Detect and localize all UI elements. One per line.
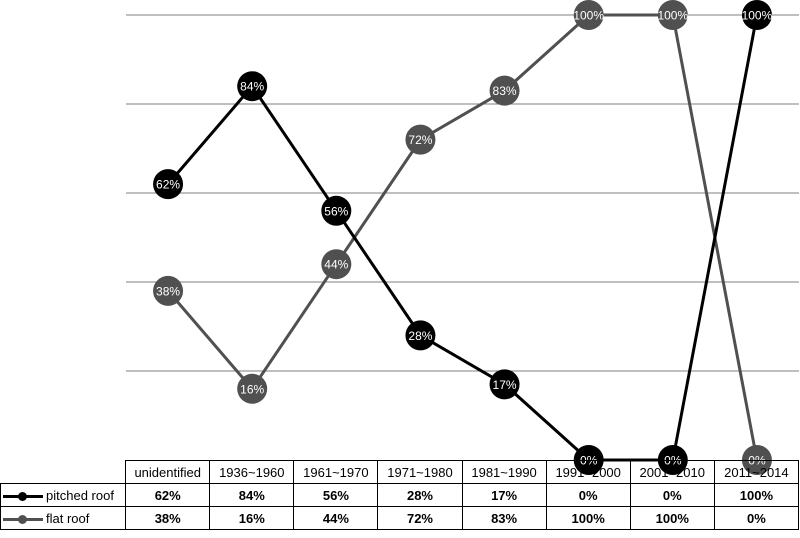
table-row-pitched-roof: pitched roof 62% 84% 56% 28% 17% 0% 0% 1… — [0, 483, 800, 507]
table-cell: 0% — [713, 506, 800, 530]
table-cell: 44% — [293, 506, 379, 530]
category-label: 1971~1980 — [377, 460, 463, 484]
table-corner — [1, 461, 126, 484]
table-cell: 16% — [209, 506, 295, 530]
category-label: 1961~1970 — [293, 460, 379, 484]
data-label: 38% — [156, 284, 180, 298]
table-header-row: unidentified 1936~1960 1961~1970 1971~19… — [1, 460, 800, 484]
table-cell: 0% — [629, 483, 715, 507]
data-label: 83% — [493, 84, 517, 98]
table-cell: 62% — [125, 483, 211, 507]
data-label: 72% — [408, 133, 432, 147]
data-point — [657, 0, 688, 30]
table-cell: 56% — [293, 483, 379, 507]
data-point — [153, 275, 184, 306]
data-point — [321, 249, 352, 280]
legend-entry-flat-roof: flat roof — [0, 506, 127, 530]
data-label: 100% — [657, 9, 688, 23]
data-point — [489, 75, 520, 106]
data-point — [741, 0, 772, 30]
data-label: 17% — [493, 378, 517, 392]
data-point — [237, 71, 268, 102]
data-point — [153, 169, 184, 200]
table-cell: 72% — [377, 506, 463, 530]
data-label: 100% — [573, 9, 604, 23]
category-label: unidentified — [125, 460, 211, 484]
table-cell: 17% — [461, 483, 547, 507]
table-cell: 38% — [125, 506, 211, 530]
legend-marker-pitched-roof — [3, 491, 43, 501]
data-label: 62% — [156, 178, 180, 192]
table-cell: 0% — [545, 483, 631, 507]
data-table: unidentified 1936~1960 1961~1970 1971~19… — [0, 460, 800, 530]
legend-label: flat roof — [46, 510, 90, 526]
data-point — [237, 373, 268, 404]
data-point — [573, 0, 604, 30]
table-cell: 100% — [629, 506, 715, 530]
category-label: 1991~2000 — [545, 460, 631, 484]
category-label: 2011~2014 — [713, 460, 800, 484]
data-label: 28% — [408, 329, 432, 343]
table-cell: 100% — [545, 506, 631, 530]
data-point — [489, 369, 520, 400]
legend-label: pitched roof — [46, 487, 114, 503]
table-row-flat-roof: flat roof 38% 16% 44% 72% 83% 100% 100% … — [0, 506, 800, 530]
legend-marker-flat-roof — [3, 514, 43, 524]
data-label: 44% — [324, 258, 348, 272]
table-cell: 28% — [377, 483, 463, 507]
data-label: 84% — [240, 80, 264, 94]
category-label: 2001~2010 — [629, 460, 715, 484]
category-label: 1936~1960 — [209, 460, 295, 484]
data-point — [405, 320, 436, 351]
table-cell: 83% — [461, 506, 547, 530]
data-label: 16% — [240, 382, 264, 396]
table-cell: 100% — [713, 483, 800, 507]
category-label: 1981~1990 — [461, 460, 547, 484]
data-label: 56% — [324, 204, 348, 218]
legend-entry-pitched-roof: pitched roof — [0, 483, 127, 507]
data-point — [405, 124, 436, 155]
table-cell: 84% — [209, 483, 295, 507]
data-label: 100% — [742, 9, 773, 23]
data-point — [321, 195, 352, 226]
